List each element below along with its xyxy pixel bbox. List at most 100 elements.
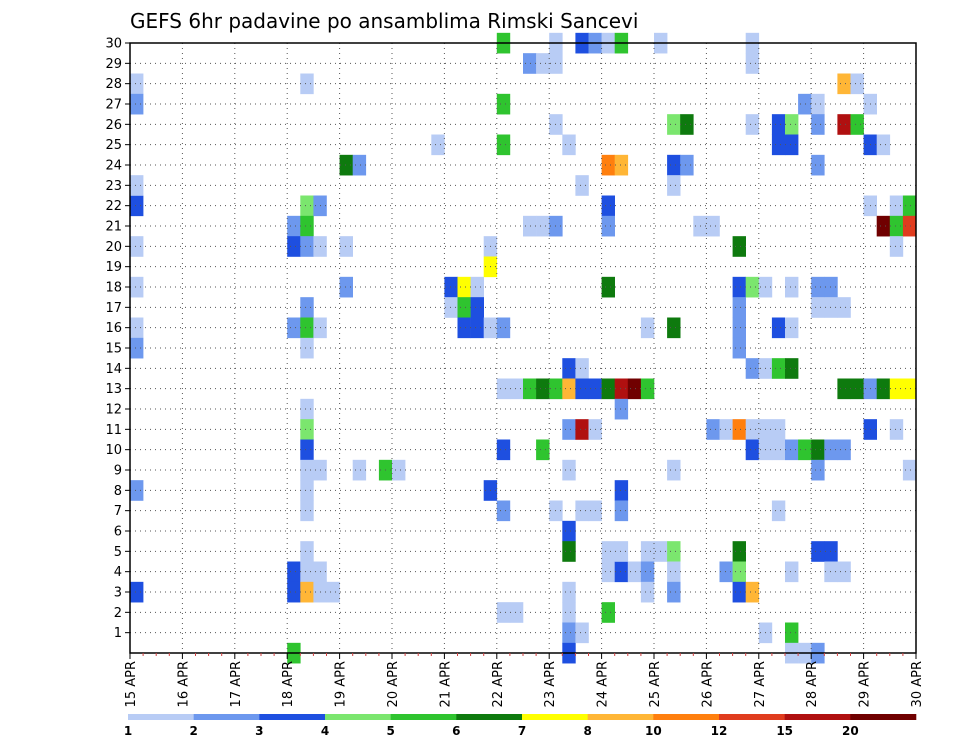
heatmap-cell [536,53,550,74]
x-tick-label: 29 APR [858,661,873,707]
heatmap-cell [680,114,694,135]
x-tick-label: 27 APR [753,661,768,707]
y-tick-label: 3 [114,586,122,601]
heatmap-cell [300,459,314,481]
heatmap-cell [536,439,550,461]
heatmap-cell [614,500,629,522]
heatmap-cell [523,378,537,400]
heatmap-cell [536,215,550,237]
heatmap-cell [431,134,445,156]
heatmap-cell [667,581,681,603]
heatmap-cell [300,561,314,583]
heatmap-cell [562,541,576,562]
heatmap-cell [771,114,786,135]
heatmap-cell [798,439,812,461]
y-tick-label: 19 [105,260,122,275]
heatmap-cell [876,378,891,400]
heatmap-cell [889,378,904,400]
heatmap-cell [745,419,760,440]
colorbar-swatch [128,714,194,720]
heatmap-cell [771,358,786,379]
heatmap-cell [339,154,353,176]
heatmap-cell [719,561,733,583]
heatmap-cell [130,93,144,115]
heatmap-cell [287,215,301,237]
heatmap-cell [496,378,511,400]
heatmap-cell [509,602,524,623]
heatmap-cell [785,134,799,156]
heatmap-cell [889,215,904,237]
colorbar-swatch [587,714,654,720]
colorbar-swatch [259,714,326,720]
y-tick-label: 4 [114,565,122,580]
heatmap-cell [837,378,851,400]
heatmap-cell [902,459,917,481]
heatmap-cell [667,541,681,562]
heatmap-cell [300,195,314,217]
heatmap-cell [785,358,799,379]
heatmap-cell [601,561,615,583]
heatmap-cell [732,337,746,359]
heatmap-cell [732,541,746,562]
heatmap-cell [902,195,917,217]
heatmap-cell [745,581,760,603]
heatmap-cell [300,581,314,603]
heatmap-cell [300,317,314,339]
heatmap-cell [667,114,681,135]
colorbar-label: 4 [321,724,329,738]
colorbar-label: 1 [124,724,132,738]
x-axis: 15 APR 16 APR 17 APR 18 APR 19 APR 20 APR 21 A… [124,653,925,707]
y-tick-label: 27 [105,98,122,113]
y-tick-label: 15 [105,342,122,357]
heatmap-cell [850,378,864,400]
heatmap-cell [496,317,511,339]
y-tick-label: 17 [105,301,122,316]
heatmap-cell [575,622,589,644]
y-tick-label: 21 [105,220,122,235]
colorbar-swatch [653,714,720,720]
heatmap-cell [496,602,511,623]
heatmap-cell [785,114,799,135]
x-tick-label: 19 APR [334,661,349,707]
heatmap-cell [130,73,144,95]
heatmap-cell [614,561,629,583]
heatmap-cell [902,215,917,237]
heatmap-cell [300,500,314,522]
heatmap-cell [562,622,576,644]
x-tick-label: 20 APR [386,661,401,707]
y-tick-label: 9 [114,464,122,479]
heatmap-cell [444,297,458,318]
heatmap-cell [562,520,576,542]
heatmap-cell [811,459,825,481]
y-tick-label: 16 [105,321,122,336]
colorbar-label: 5 [386,724,394,738]
heatmap-cell [680,154,694,176]
heatmap-cell [627,378,642,400]
heatmap-cell [667,154,681,176]
heatmap-cell [732,236,746,257]
heatmap-cell [889,419,904,440]
heatmap-cell [614,480,629,501]
heatmap-cell [850,73,864,95]
heatmap-cell [732,581,746,603]
colorbar-label: 2 [189,724,197,738]
y-axis: 1234567891011121314151617181920212223242… [105,37,130,641]
heatmap-cell [562,581,576,603]
heatmap-cell [601,195,615,217]
heatmap-cell [811,154,825,176]
heatmap-cell [732,561,746,583]
heatmap-cell [601,541,615,562]
heatmap-cell [667,175,681,196]
heatmap-cell [719,419,733,440]
heatmap-cell [130,195,144,217]
heatmap-cell [732,419,746,440]
heatmap-cell [392,459,406,481]
heatmap-cell [850,114,864,135]
colorbar-swatch [456,714,523,720]
y-tick-label: 22 [105,199,122,214]
heatmap-cell [627,561,642,583]
heatmap-cell [614,378,629,400]
heatmap-cell [457,297,471,318]
y-tick-label: 14 [105,362,122,377]
heatmap-cell [457,317,471,339]
